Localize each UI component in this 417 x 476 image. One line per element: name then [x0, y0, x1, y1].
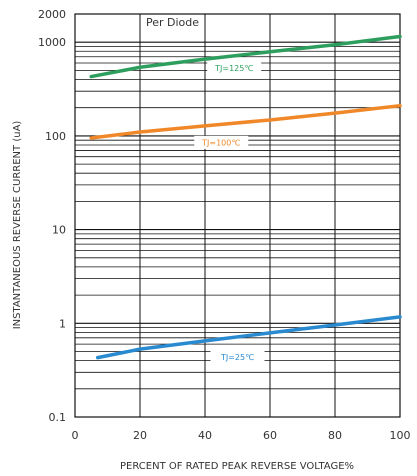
x-tick-label-2: 40	[198, 429, 212, 442]
y-tick-label-2: 10	[52, 224, 66, 237]
series-label-1: TJ=100℃	[201, 138, 240, 147]
series-label-2: TJ=25℃	[220, 353, 254, 362]
series-line-2	[96, 315, 402, 360]
series-label-0: TJ=125℃	[214, 64, 253, 73]
y-tick-label-3: 100	[45, 130, 66, 143]
y-tick-label-0: 0.1	[49, 411, 67, 424]
y-tick-label-5: 2000	[38, 8, 66, 21]
series-label-bg-0	[207, 61, 262, 75]
series-label-bg-1	[194, 135, 249, 149]
y-axis-label: INSTANTANEOUS REVERSE CURRENT (uA)	[12, 121, 23, 330]
chart-annotation: Per Diode	[146, 16, 199, 29]
x-tick-label-1: 20	[133, 429, 147, 442]
x-tick-label-3: 60	[263, 429, 277, 442]
x-tick-label-4: 80	[328, 429, 342, 442]
curve-layer: TJ=125℃ TJ=100℃ TJ=25℃	[89, 34, 402, 364]
tick-layer: 0 20 40 60 80 100 0.1 1 10 100 1000 2000	[38, 8, 411, 442]
x-axis-label: PERCENT OF RATED PEAK REVERSE VOLTAGE%	[120, 461, 354, 472]
y-tick-label-1: 1	[59, 317, 66, 330]
y-tick-label-4: 1000	[38, 36, 66, 49]
series-line-0	[89, 34, 402, 79]
x-tick-label-5: 100	[390, 429, 411, 442]
series-label-bg-2	[210, 350, 265, 364]
series-line-1	[89, 103, 402, 140]
x-tick-label-0: 0	[72, 429, 79, 442]
plot-frame	[74, 13, 401, 418]
